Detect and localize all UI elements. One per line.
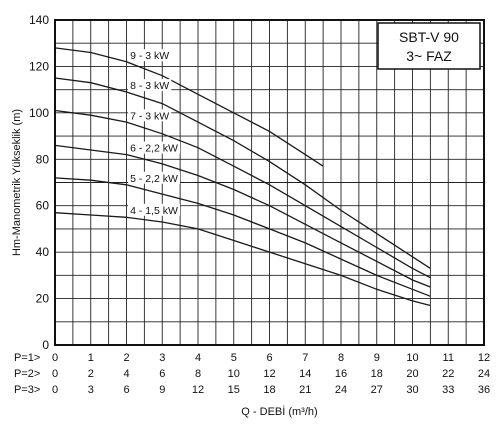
curve-series-5: [54, 177, 431, 297]
curve-label: 5 - 2,2 kW: [130, 173, 178, 185]
x-tick-label: 2: [123, 352, 129, 364]
y-tick-label: 140: [29, 13, 49, 27]
x-tick-label: 9: [159, 384, 165, 396]
title-line-2: 3~ FAZ: [406, 48, 452, 64]
curve-label-bg: [128, 49, 172, 62]
y-tick-label: 20: [36, 292, 50, 306]
y-axis-label: Hm-Manometrik Yükseklik (m): [11, 109, 23, 256]
x-tick-label: 10: [406, 352, 418, 364]
x-tick-label: 0: [52, 368, 58, 380]
title-line-1: SBT-V 90: [399, 29, 459, 45]
x-tick-label: 20: [406, 368, 418, 380]
y-tick-label: 0: [42, 338, 49, 352]
x-tick-label: 6: [159, 368, 165, 380]
curve-label-bg: [128, 203, 181, 216]
x-tick-label: 7: [302, 352, 308, 364]
x-tick-label: 9: [374, 352, 380, 364]
y-tick-label: 60: [36, 199, 50, 213]
x-tick-label: 21: [299, 384, 311, 396]
x-tick-label: 24: [335, 384, 347, 396]
x-tick-label: 8: [195, 368, 201, 380]
x-tick-label: 3: [159, 352, 165, 364]
x-tick-label: 6: [266, 352, 272, 364]
curve-labels: 9 - 3 kW 8 - 3 kW 7 - 3 kW 6 - 2,2 kW 5 - 2,…: [128, 49, 181, 217]
x-tick-label: 3: [88, 384, 94, 396]
title-box: SBT-V 90 3~ FAZ: [377, 22, 481, 70]
x-tick-label: 4: [195, 352, 201, 364]
x-row-label: P=1>: [14, 352, 40, 364]
y-tick-label: 120: [29, 59, 49, 73]
curves: [54, 47, 431, 307]
curve-label: 8 - 3 kW: [130, 80, 169, 92]
x-tick-rows: P=1> 0 1 2 3 4 5 6 7 8 9 10 11 12P=2> 0 2 4 6 8 10 12 14 16 18 2…: [14, 352, 490, 396]
x-tick-label: 18: [263, 384, 275, 396]
curve-label-bg: [128, 141, 181, 154]
x-tick-label: 10: [228, 368, 240, 380]
x-tick-label: 36: [478, 384, 490, 396]
x-tick-label: 12: [263, 368, 275, 380]
x-row-label: P=2>: [14, 368, 40, 380]
x-tick-label: 5: [231, 352, 237, 364]
x-tick-label: 12: [478, 352, 490, 364]
curve-label: 9 - 3 kW: [130, 50, 169, 62]
y-tick-label: 40: [36, 245, 50, 259]
x-row-label: P=3>: [14, 384, 40, 396]
curve-series-6: [54, 212, 431, 307]
y-tick-label: 80: [36, 152, 50, 166]
curve-series-1: [54, 47, 324, 167]
x-tick-label: 15: [228, 384, 240, 396]
x-tick-label: 11: [443, 352, 454, 364]
x-tick-label: 33: [442, 384, 454, 396]
curve-label: 4 - 1,5 kW: [130, 205, 178, 217]
curve-label-bg: [128, 171, 181, 184]
curve-label: 7 - 3 kW: [130, 110, 169, 122]
x-tick-label: 22: [442, 368, 454, 380]
x-axis-label: Q - DEBİ (m³/h): [241, 405, 317, 418]
x-tick-label: 18: [371, 368, 383, 380]
curve-label: 6 - 2,2 kW: [130, 143, 178, 155]
curve-series-4: [54, 144, 431, 288]
x-tick-label: 0: [52, 384, 58, 396]
plot-frame: [54, 19, 485, 346]
curve-series-2: [54, 77, 431, 269]
x-tick-label: 2: [88, 368, 94, 380]
curve-label-bg: [128, 109, 172, 122]
x-tick-label: 1: [88, 352, 94, 364]
x-tick-label: 27: [371, 384, 383, 396]
x-tick-label: 12: [192, 384, 204, 396]
y-tick-labels: 0 20 40 60 80 100 120 140: [29, 13, 49, 352]
x-tick-label: 0: [52, 352, 58, 364]
x-tick-label: 8: [338, 352, 344, 364]
x-tick-label: 6: [123, 384, 129, 396]
curve-series-3: [54, 109, 431, 279]
x-tick-label: 24: [478, 368, 490, 380]
x-tick-label: 16: [335, 368, 347, 380]
x-tick-label: 14: [299, 368, 311, 380]
x-tick-label: 30: [406, 384, 418, 396]
y-tick-label: 100: [29, 106, 49, 120]
x-tick-label: 4: [123, 368, 129, 380]
curve-label-bg: [128, 79, 172, 92]
